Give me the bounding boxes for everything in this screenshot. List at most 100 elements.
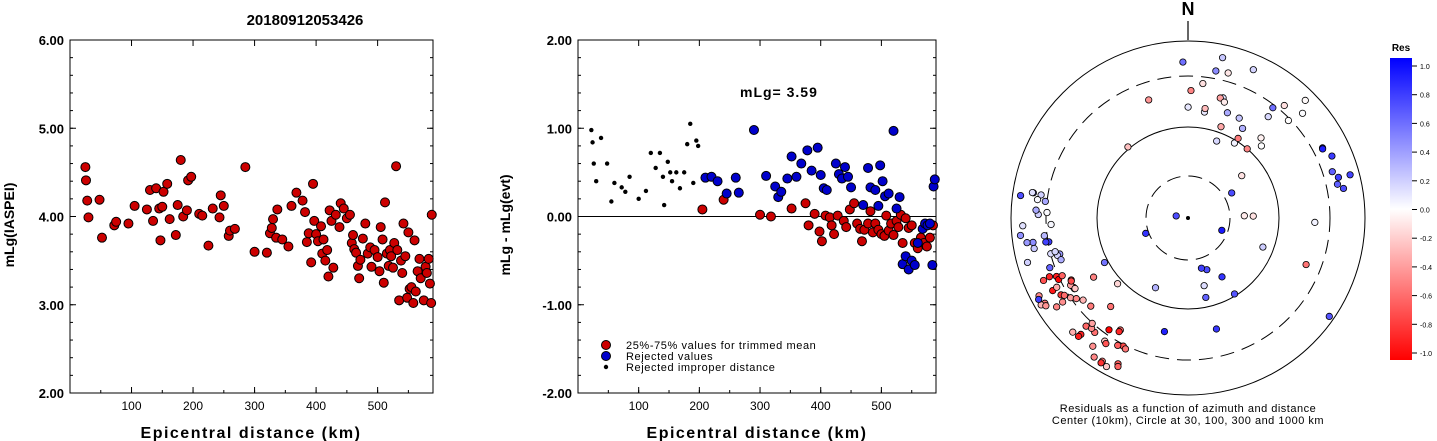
station-residual-point <box>1114 341 1122 350</box>
legend-marker-trimmed <box>601 340 611 350</box>
left-data-point <box>162 178 173 189</box>
trimmed-point <box>755 209 766 220</box>
left-data-point <box>366 261 377 272</box>
left-data-point <box>306 257 317 268</box>
left-data-point <box>301 237 312 248</box>
left-data-point <box>272 204 283 215</box>
middle-ytick-label: -2.00 <box>542 386 572 401</box>
station-residual-point <box>1042 238 1050 246</box>
trimmed-point <box>921 241 932 252</box>
station-residual-point <box>1142 229 1150 237</box>
improper-distance-point <box>589 127 594 133</box>
station-residual-point <box>1238 124 1247 133</box>
rejected-point <box>796 158 807 169</box>
left-xtick-label: 400 <box>306 399 326 413</box>
station-residual-point <box>1264 113 1272 121</box>
improper-distance-point <box>648 150 654 156</box>
trimmed-point <box>888 230 899 241</box>
station-residual-point <box>1257 134 1265 142</box>
station-residual-point <box>1197 264 1206 272</box>
station-residual-point <box>1224 69 1232 77</box>
middle-ytick-label: 0.00 <box>547 210 572 225</box>
legend-label-rejected: Rejected values <box>626 351 713 363</box>
left-data-point <box>214 212 225 223</box>
station-residual-point <box>1030 244 1038 253</box>
station-residual-point <box>1032 206 1040 214</box>
rejected-point <box>761 170 772 181</box>
middle-ytick-label: 2.00 <box>547 33 572 48</box>
left-data-point <box>400 251 411 262</box>
station-residual-point <box>1160 327 1169 336</box>
left-xlabel: Epicentral distance (km) <box>141 425 362 441</box>
station-residual-point <box>1249 212 1257 220</box>
colorbar: Res 1.0 0.8 0.6 0.4 0.2 0.0 -0.2 -0.4 -0.6 -0.8 -1… <box>1390 43 1432 360</box>
station-residual-point <box>1107 302 1115 311</box>
station-residual-point <box>1223 109 1232 117</box>
improper-distance-point <box>636 196 641 202</box>
station-residual-point <box>1072 295 1080 303</box>
colorbar-tick-label: 1.0 <box>1420 64 1430 71</box>
station-residual-point <box>1228 189 1236 197</box>
rejected-point <box>776 186 787 197</box>
left-data-point <box>240 162 251 173</box>
left-ytick-label: 5.00 <box>39 121 64 136</box>
station-residual-point <box>1016 231 1025 240</box>
improper-distance-point <box>669 179 675 184</box>
rejected-point <box>733 187 744 198</box>
trimmed-point <box>900 213 911 224</box>
middle-plot-axes: 100 200 300 400 500 -2.00 -1.00 0.00 1.00 2.00 <box>542 33 936 413</box>
legend-label-improper: Rejected improper distance <box>626 362 776 374</box>
station-residual-point <box>1179 58 1187 66</box>
circle-300km <box>1045 75 1331 361</box>
station-residual-point <box>1334 173 1343 181</box>
colorbar-tick-label: -0.4 <box>1420 265 1432 272</box>
improper-distance-point <box>619 185 624 190</box>
station-residual-point <box>1039 276 1048 285</box>
improper-distance-point <box>612 180 617 186</box>
rejected-point <box>873 200 884 211</box>
rejected-point <box>815 170 826 181</box>
station-residual-point <box>1280 101 1288 110</box>
station-residual-point <box>1057 256 1065 264</box>
left-data-point <box>357 233 368 244</box>
rejected-point <box>802 145 813 156</box>
left-data-point <box>80 175 91 186</box>
left-ylabel: mLg(IASPEI) <box>1 183 17 268</box>
left-data-point <box>386 251 397 262</box>
middle-plot: 100 200 300 400 500 -2.00 -1.00 0.00 1.00 2.00 Ep… <box>497 33 940 441</box>
left-data-point <box>334 222 345 233</box>
left-ytick-label: 4.00 <box>39 210 64 225</box>
middle-xtick-label: 200 <box>689 399 709 413</box>
rejected-point <box>782 173 793 184</box>
station-residual-point <box>1328 152 1336 160</box>
improper-distance-point <box>668 170 673 175</box>
station-residual-point <box>1100 258 1109 267</box>
rejected-point <box>888 125 899 136</box>
trimmed-point <box>826 220 837 231</box>
station-residual-point <box>1033 196 1042 204</box>
trimmed-point <box>786 203 797 214</box>
station-residual-point <box>1235 114 1243 122</box>
rejected-point <box>875 160 886 171</box>
left-data-point <box>266 222 277 233</box>
left-data-point <box>172 200 183 211</box>
rejected-point <box>786 151 797 162</box>
station-residual-point <box>1047 220 1055 229</box>
improper-distance-point <box>598 135 604 141</box>
left-data-point <box>261 247 272 258</box>
left-data-point <box>181 205 192 216</box>
improper-distance-point <box>657 150 663 156</box>
left-data-point <box>96 232 107 243</box>
polar-plot: N Residuals as a function of azimuth and… <box>1010 0 1366 427</box>
station-residual-point <box>1333 180 1342 188</box>
station-residual-point <box>1201 104 1209 113</box>
improper-distance-point <box>594 179 599 184</box>
left-data-point <box>268 214 279 225</box>
left-data-point <box>309 215 320 226</box>
left-data-point <box>164 214 175 225</box>
station-residual-point <box>1115 328 1123 336</box>
left-xtick-label: 500 <box>368 399 388 413</box>
left-data-point <box>414 253 425 264</box>
left-data-point <box>409 235 420 246</box>
